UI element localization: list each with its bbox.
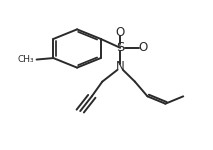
Text: N: N — [116, 60, 125, 73]
Text: O: O — [115, 26, 125, 39]
Text: O: O — [139, 41, 148, 54]
Text: S: S — [116, 41, 124, 54]
Text: CH₃: CH₃ — [18, 55, 35, 64]
